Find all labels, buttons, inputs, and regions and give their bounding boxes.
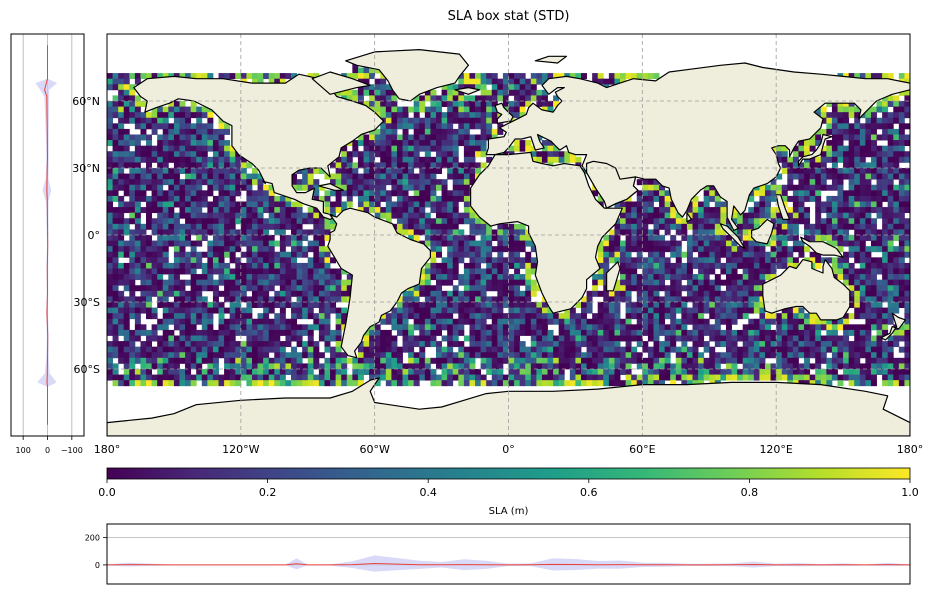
map-gridlines <box>107 34 910 436</box>
colorbar-label: SLA (m) <box>489 506 529 517</box>
map-plot-area <box>107 34 910 436</box>
map-y-tick-label: 0° <box>88 229 101 242</box>
map-x-tick-label: 180° <box>897 443 924 456</box>
land-new-guinea <box>800 236 844 258</box>
map-y-tick-label: 30°S <box>74 296 100 309</box>
lon-profile-area <box>107 537 910 572</box>
map-x-tick-label: 0° <box>502 443 515 456</box>
map-frame <box>106 33 911 437</box>
colorbar-tick-label: 0.6 <box>580 486 598 499</box>
land-north-america <box>133 73 385 220</box>
heatmap-cells <box>107 61 910 387</box>
lon-profile-tick-label: 0 <box>95 561 100 570</box>
colorbar-gradient <box>106 467 911 480</box>
land-cuba <box>318 183 344 191</box>
lon-profile-background <box>107 524 910 584</box>
lat-profile-tick-label: 100 <box>16 446 31 455</box>
lat-profile-area <box>22 34 73 436</box>
colorbar-tick-label: 0.8 <box>741 486 759 499</box>
lon-profile-tick-label: 200 <box>85 534 100 543</box>
latitude-profile-panel: 100 0 −100 <box>10 33 85 455</box>
map-x-tick-label: 60°W <box>359 443 389 456</box>
land-new-zealand <box>880 312 907 341</box>
lat-profile-band <box>35 45 58 425</box>
map-x-tick-label: 120°E <box>759 443 792 456</box>
colorbar-panel: 0.0 0.2 0.4 0.6 0.8 1.0 SLA (m) <box>98 467 919 517</box>
land-madagascar <box>606 261 621 292</box>
colorbar-tick-label: 0.2 <box>259 486 277 499</box>
land-philippines <box>775 194 791 220</box>
land-baffin <box>311 71 371 95</box>
lat-profile-tick-label: 0 <box>45 446 50 455</box>
land-sri-lanka <box>686 212 692 223</box>
land-africa <box>470 151 623 314</box>
sla-map-panel: 180° 120°W 60°W 0° 60°E 120°E 180° 60°N 30°N 0° 30… <box>72 33 924 456</box>
land-greenland <box>345 49 469 102</box>
colorbar-tick-label: 1.0 <box>901 486 919 499</box>
map-x-tick-label: 60°E <box>629 443 655 456</box>
colorbar-tick-label: 0.4 <box>419 486 437 499</box>
lon-profile-band <box>107 555 910 572</box>
land-sumatra <box>719 223 746 249</box>
land-arabia-fill <box>586 160 639 209</box>
map-x-tick-label: 120°W <box>222 443 259 456</box>
map-x-tick-label: 180° <box>94 443 121 456</box>
land-japan <box>797 133 833 167</box>
land-iceland <box>454 87 481 95</box>
land-svalbard <box>534 55 568 64</box>
lon-profile-line <box>107 562 910 566</box>
land-borneo <box>751 218 775 245</box>
colorbar-tick-label: 0.0 <box>98 486 116 499</box>
map-y-tick-label: 60°S <box>74 363 100 376</box>
map-y-tick-label: 60°N <box>72 95 100 108</box>
lat-profile-tick-label: −100 <box>61 446 83 455</box>
lat-profile-line <box>44 45 49 425</box>
land-australia <box>762 259 851 321</box>
figure-title: SLA box stat (STD) <box>447 9 570 24</box>
map-y-tick-label: 30°N <box>72 162 100 175</box>
lon-profile-frame <box>106 523 911 585</box>
